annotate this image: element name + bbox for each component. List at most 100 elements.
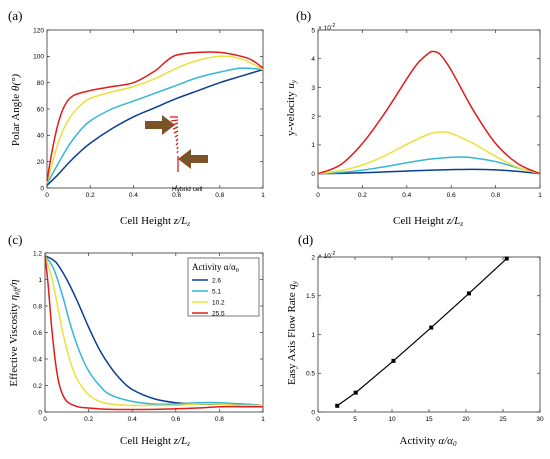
x-tick-label-a: 0.4	[129, 192, 138, 199]
x-axis-label-c: Cell Height z/Lz	[120, 435, 190, 448]
legend-label: 10.2	[212, 299, 225, 306]
legend-label: 5.1	[212, 288, 221, 295]
y-tick-label-b: 2	[311, 113, 315, 120]
series-line-a-0	[46, 68, 264, 186]
plot-area-b: 0 0.2 0.4 0.6 0.8 1 0 1 2 3 4 5	[311, 27, 542, 199]
hybrid-cell-diagram: Hybrid cell	[145, 115, 208, 193]
legend-title: Activity α/α0	[192, 262, 239, 274]
y-tick-label-c: 0.6	[33, 330, 42, 337]
x-axis-label-a: Cell Height z/Lz	[120, 215, 190, 228]
y-tick-label-a: 120	[33, 27, 44, 34]
legend-label: 2.6	[212, 277, 221, 284]
x-tick-label-b: 1	[538, 192, 542, 199]
y-axis-label-d: Easy Axis Flow Rate qy	[286, 280, 299, 385]
x-tick-label-b: 0.8	[491, 192, 500, 199]
series-line-b-3	[317, 50, 541, 175]
y-exponent-b: × 10-2	[318, 23, 336, 32]
hybrid-cell-label: Hybrid cell	[172, 186, 203, 193]
x-axis-label-b: Cell Height z/Lz	[393, 215, 463, 228]
x-tick-label-b: 0.4	[402, 192, 411, 199]
y-tick-label-b: 1	[311, 142, 315, 149]
y-tick-label-d: 1.5	[306, 293, 315, 300]
series-line-c-2	[44, 255, 264, 407]
y-exponent-d: × 10-2	[318, 251, 336, 260]
y-tick-label-a: 0	[40, 185, 44, 192]
right-arrow-icon	[145, 115, 175, 135]
data-point-d	[335, 403, 340, 408]
x-tick-label-a: 1	[261, 192, 265, 199]
legend-box	[187, 257, 260, 317]
y-tick-label-c: 0.8	[33, 303, 42, 310]
x-tick-label-a: 0.2	[86, 192, 95, 199]
data-point-d	[429, 325, 434, 330]
x-tick-label-b: 0.2	[358, 192, 367, 199]
x-tick-label-d: 20	[462, 416, 470, 423]
series-line-d-0	[336, 258, 508, 407]
x-tick-label-d: 5	[353, 416, 357, 423]
y-tick-label-d: 0	[311, 409, 315, 416]
x-tick-label-a: 0.8	[215, 192, 224, 199]
panel-label-d: (d)	[298, 232, 313, 247]
y-tick-label-c: 0.4	[33, 356, 42, 363]
x-axis-label-d: Activity α/α0	[400, 435, 457, 448]
x-tick-label-d: 10	[388, 416, 396, 423]
y-tick-label-c: 1	[38, 277, 42, 284]
panel-label-a: (a)	[8, 8, 22, 23]
x-tick-label-d: 0	[316, 416, 320, 423]
legend-c: Activity α/α0 2.6 5.1 10.2 25.5	[187, 257, 260, 317]
y-tick-label-b: 0	[311, 171, 315, 178]
panel-c: (c) 0 0.2 0.4 0.6 0.8 1 0 0.2 0.4 0.6 0.8 1 1.2 Cell…	[8, 232, 265, 448]
y-tick-label-b: 5	[311, 27, 315, 34]
x-tick-label-d: 15	[425, 416, 433, 423]
series-line-b-0	[317, 168, 541, 175]
x-tick-label-d: 30	[536, 416, 544, 423]
panel-label-c: (c)	[8, 232, 22, 247]
data-point-d	[504, 256, 509, 261]
x-tick-label-c: 1	[261, 416, 265, 423]
axes-frame-b	[317, 29, 541, 189]
series-line-b-2	[317, 131, 541, 175]
x-tick-label-c: 0.4	[128, 416, 137, 423]
x-tick-label-c: 0	[43, 416, 47, 423]
y-tick-label-a: 20	[37, 159, 45, 166]
y-axis-label-c: Effective Viscosity ηeff/η	[8, 279, 21, 386]
x-tick-label-a: 0	[45, 192, 49, 199]
plot-area-c: 0 0.2 0.4 0.6 0.8 1 0 0.2 0.4 0.6 0.8 1 1.2	[33, 250, 265, 423]
x-tick-label-b: 0	[316, 192, 320, 199]
panel-d: (d) × 10-2 0 5 10 15 20 25 30 0 0.5 1 1.5 2 Activit…	[286, 232, 544, 448]
panel-label-b: (b)	[296, 8, 311, 23]
series-line-a-3	[46, 51, 264, 182]
y-tick-label-d: 2	[311, 254, 315, 261]
plot-area-a: 0 0.2 0.4 0.6 0.8 1 0 20 40 60 80 100 120	[33, 27, 265, 199]
y-tick-label-b: 4	[311, 56, 315, 63]
series-line-a-2	[46, 55, 264, 183]
panel-b: (b) × 10-2 0 0.2 0.4 0.6 0.8 1 0 1 2 3 4 5 Cell Hei…	[285, 8, 542, 228]
axes-frame-d	[317, 256, 541, 413]
y-tick-label-a: 60	[37, 106, 45, 113]
y-axis-label-a: Polar Angle θ(°)	[10, 74, 22, 146]
y-tick-label-c: 1.2	[33, 250, 42, 257]
y-tick-label-a: 80	[37, 80, 45, 87]
x-tick-label-a: 0.6	[172, 192, 181, 199]
y-tick-label-b: 3	[311, 85, 315, 92]
x-tick-label-c: 0.8	[215, 416, 224, 423]
data-point-d	[353, 390, 358, 395]
series-line-a-1	[46, 67, 264, 185]
series-line-c-1	[44, 255, 264, 407]
plot-area-d: 0 5 10 15 20 25 30 0 0.5 1 1.5 2	[306, 254, 544, 423]
x-tick-label-d: 25	[499, 416, 507, 423]
left-arrow-icon	[178, 149, 208, 169]
panel-a: (a) 0 0.2 0.4 0.6 0.8 1 0 20 40 60 80 100 120 Cell H…	[8, 8, 265, 228]
data-point-d	[466, 291, 471, 296]
y-tick-label-d: 0.5	[306, 371, 315, 378]
x-tick-label-b: 0.6	[447, 192, 456, 199]
x-tick-label-c: 0.2	[84, 416, 93, 423]
director-lines	[170, 116, 179, 172]
legend-label: 25.5	[212, 310, 225, 317]
x-tick-label-c: 0.6	[171, 416, 180, 423]
y-tick-label-c: 0.2	[33, 383, 42, 390]
y-tick-label-d: 1	[311, 332, 315, 339]
data-point-d	[391, 358, 396, 363]
series-line-c-3	[44, 255, 263, 411]
